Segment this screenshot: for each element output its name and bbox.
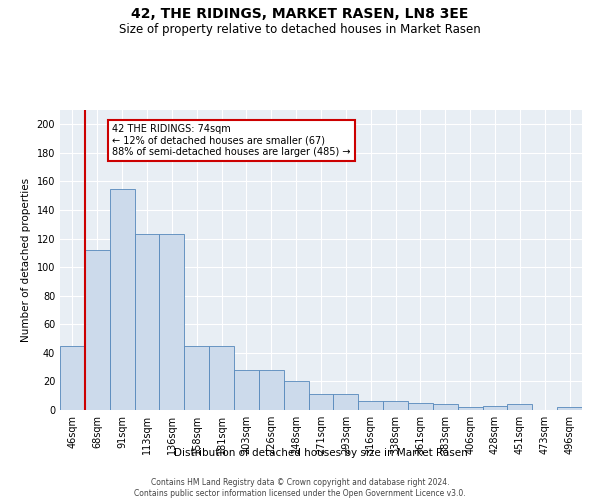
Bar [85, 250, 110, 410]
Bar [110, 188, 134, 410]
Y-axis label: Number of detached properties: Number of detached properties [21, 178, 31, 342]
Bar [458, 407, 482, 410]
Bar [508, 404, 532, 410]
Text: Contains HM Land Registry data © Crown copyright and database right 2024.
Contai: Contains HM Land Registry data © Crown c… [134, 478, 466, 498]
Bar [383, 402, 408, 410]
Text: Distribution of detached houses by size in Market Rasen: Distribution of detached houses by size … [174, 448, 468, 458]
Bar [259, 370, 284, 410]
Bar [234, 370, 259, 410]
Bar [334, 394, 358, 410]
Text: 42, THE RIDINGS, MARKET RASEN, LN8 3EE: 42, THE RIDINGS, MARKET RASEN, LN8 3EE [131, 8, 469, 22]
Bar [284, 382, 308, 410]
Bar [60, 346, 85, 410]
Bar [160, 234, 184, 410]
Bar [408, 403, 433, 410]
Bar [134, 234, 160, 410]
Bar [358, 402, 383, 410]
Bar [433, 404, 458, 410]
Bar [308, 394, 334, 410]
Bar [482, 406, 508, 410]
Text: 42 THE RIDINGS: 74sqm
← 12% of detached houses are smaller (67)
88% of semi-deta: 42 THE RIDINGS: 74sqm ← 12% of detached … [112, 124, 350, 158]
Text: Size of property relative to detached houses in Market Rasen: Size of property relative to detached ho… [119, 22, 481, 36]
Bar [557, 407, 582, 410]
Bar [184, 346, 209, 410]
Bar [209, 346, 234, 410]
